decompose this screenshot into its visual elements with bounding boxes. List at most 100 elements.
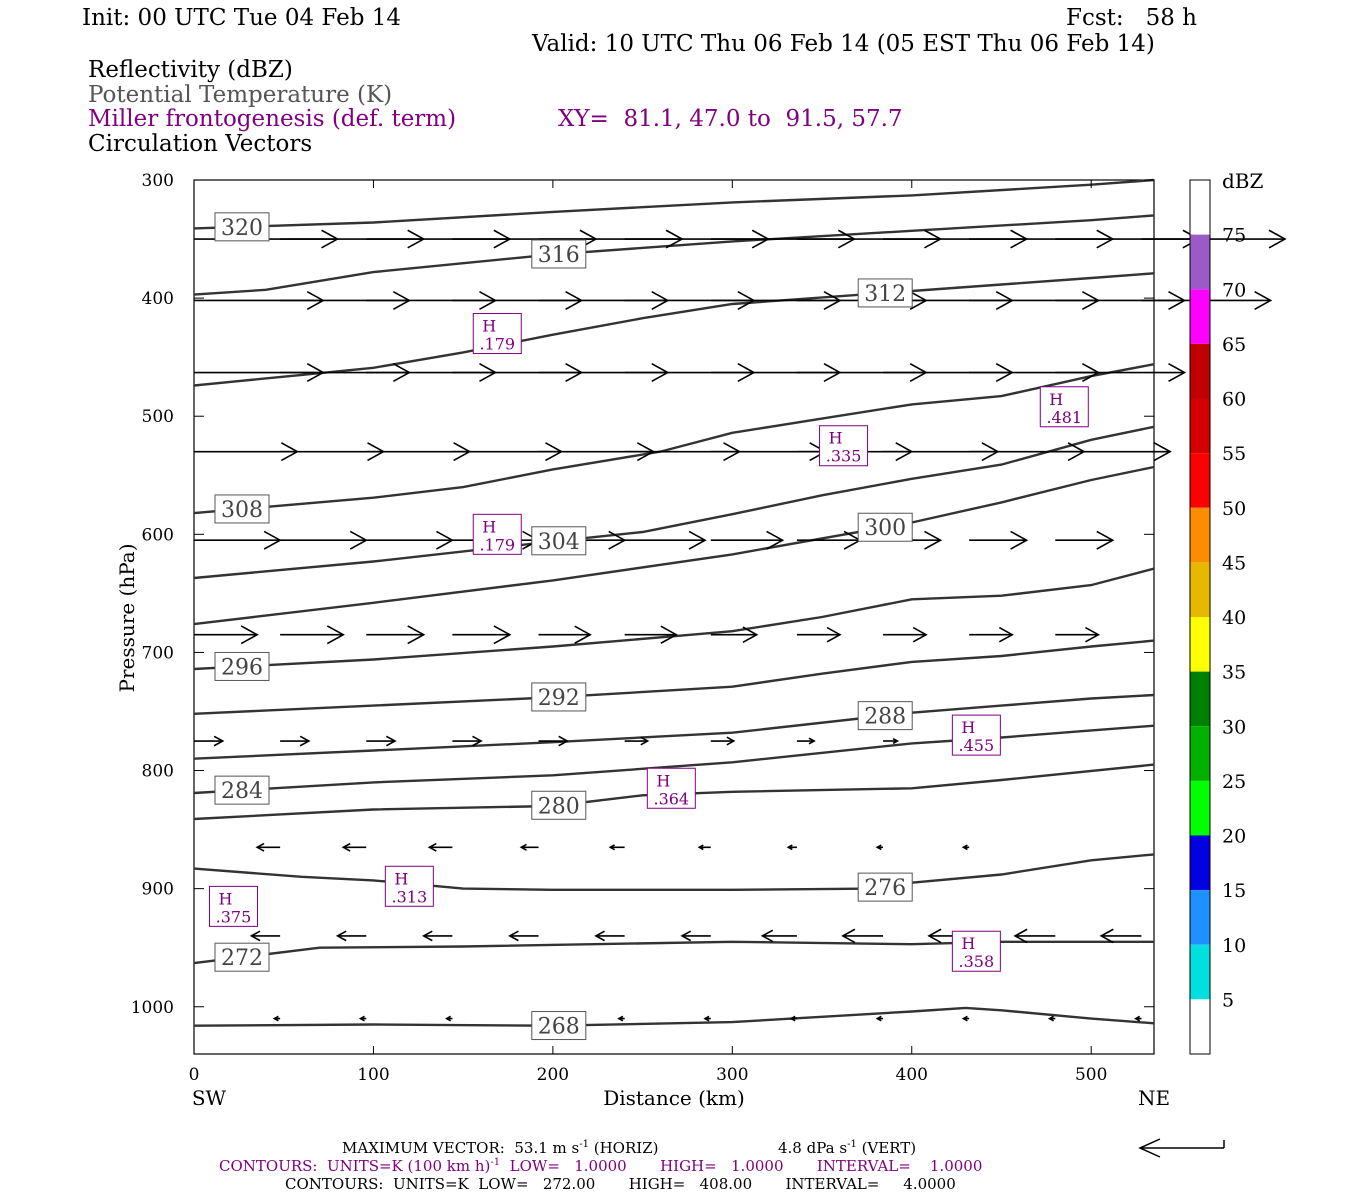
circulation-vector-head (924, 530, 943, 550)
colorbar-label: 30 (1222, 716, 1246, 738)
theta-contour-320 (193, 178, 1155, 230)
theta-label: 288 (864, 705, 906, 730)
theta-contour-272 (193, 940, 1154, 965)
circulation-vector-head (358, 1015, 365, 1022)
theta-label-box (214, 775, 270, 805)
circulation-vector-head (1085, 626, 1101, 643)
colorbar-label: 10 (1222, 935, 1246, 957)
frontogenesis-max-box (472, 313, 522, 355)
frontogenesis-max-h: H (1049, 390, 1063, 409)
theta-label-box (214, 212, 270, 242)
circulation-vector-head (617, 1015, 624, 1022)
circulation-vector-head (255, 842, 265, 852)
valid-time: Valid: 10 UTC Thu 06 Feb 14 (05 EST Thu … (532, 31, 1155, 57)
colorbar-segment (1190, 890, 1210, 945)
circulation-vector-head (1096, 530, 1115, 550)
circulation-vector-head (808, 737, 816, 745)
colorbar-segment (1190, 234, 1210, 290)
ne-end-label: NE (1138, 1086, 1170, 1110)
x-tick-label: 300 (716, 1065, 748, 1085)
circulation-vector-head (407, 625, 426, 645)
circulation-vector-head (998, 626, 1014, 643)
theta-label-box (214, 942, 270, 972)
colorbar-label: 15 (1222, 880, 1246, 902)
circulation-vector-head (519, 843, 527, 851)
y-tick-label: 900 (142, 880, 174, 900)
theta-label: 280 (538, 794, 580, 819)
colorbar-segment (1190, 617, 1210, 672)
x-tick-label: 400 (896, 1065, 928, 1085)
circulation-vector-head (726, 736, 736, 746)
circulation-vector-head (697, 844, 704, 851)
y-tick-label: 600 (142, 525, 174, 545)
circulation-vector-head (574, 625, 592, 644)
colorbar-frame (1189, 179, 1211, 1055)
circulation-vector-head (875, 1015, 882, 1022)
colorbar-segment (1190, 562, 1210, 617)
circulation-vector-head (326, 625, 345, 645)
colorbar-label: 40 (1222, 607, 1246, 629)
circulation-vector-head (912, 626, 928, 643)
init-time: Init: 00 UTC Tue 04 Feb 14 (82, 5, 402, 31)
circulation-vector-head (892, 737, 900, 745)
theta-label-box (531, 1011, 587, 1041)
circulation-vector-head (249, 930, 261, 942)
max-vector-exponent: -1 (579, 1139, 589, 1150)
max-vertical-text: 4.8 dPa s (778, 1139, 848, 1157)
colorbar-label: 5 (1222, 989, 1234, 1011)
x-tick-label: 200 (537, 1065, 569, 1085)
colorbar-label: 70 (1222, 279, 1246, 301)
frontogenesis-max-value: .179 (479, 535, 515, 554)
frontogenesis-max-box (951, 714, 1001, 756)
theta-label-box (531, 682, 587, 712)
frontogenesis-max-h: H (961, 718, 975, 737)
frontogenesis-units-exponent: -1 (490, 1157, 501, 1168)
field-circulation-vectors: Circulation Vectors (88, 131, 313, 157)
colorbar-segment (1190, 180, 1210, 235)
colorbar-label: 75 (1222, 225, 1246, 247)
theta-label: 276 (864, 876, 906, 901)
theta-label-box (531, 526, 587, 556)
frontogenesis-max-value: .179 (479, 335, 515, 354)
colorbar-label: 35 (1222, 662, 1246, 684)
frontogenesis-contour-info: CONTOURS: UNITS=K (100 km h)-1 LOW= 1.00… (219, 1158, 982, 1174)
frontogenesis-max-value: .375 (216, 907, 252, 926)
frontogenesis-max-box (951, 930, 1001, 972)
y-tick-label: 400 (142, 289, 174, 309)
theta-contour-296 (193, 567, 1155, 671)
y-axis-title: Pressure (hPa) (115, 544, 139, 693)
colorbar-label: 50 (1222, 498, 1246, 520)
frontogenesis-max-box (384, 865, 434, 907)
theta-label-box (857, 872, 913, 902)
circulation-vector-head (680, 930, 692, 942)
circulation-vector-head (961, 1015, 968, 1022)
max-vector-horiz-tag: (HORIZ) (588, 1139, 659, 1157)
x-tick-label: 500 (1075, 1065, 1107, 1085)
theta-label: 308 (221, 498, 263, 523)
field-potential-temperature: Potential Temperature (K) (88, 82, 393, 108)
theta-contour-292 (193, 639, 1155, 715)
theta-contour-268 (193, 1006, 1155, 1027)
circulation-vector-head (335, 930, 347, 942)
circulation-vector-head (660, 625, 678, 644)
frontogenesis-max-value: .358 (959, 952, 995, 971)
frontogenesis-max-box (1039, 386, 1089, 428)
frontogenesis-max-value: .455 (959, 736, 995, 755)
colorbar-segment (1190, 944, 1210, 1000)
y-tick-label: 300 (142, 171, 174, 191)
theta-label: 284 (221, 779, 263, 804)
circulation-vector-head (1047, 1015, 1054, 1022)
circulation-vector-head (1168, 363, 1187, 383)
frontogenesis-max-value: .335 (826, 447, 862, 466)
theta-contour-info: CONTOURS: UNITS=K LOW= 272.00 HIGH= 408.… (285, 1175, 956, 1193)
frontogenesis-max-h: H (394, 869, 408, 888)
circulation-vector-head (1153, 442, 1172, 462)
theta-label-box (214, 651, 270, 681)
colorbar-segment (1190, 507, 1210, 563)
max-vector-reference-arrow (1138, 1138, 1225, 1158)
circulation-vector-head (594, 930, 605, 942)
frontogenesis-max-box (472, 513, 522, 555)
theta-label-box (857, 278, 913, 308)
circulation-vector-head (766, 530, 785, 550)
max-vertical-tag: (VERT) (856, 1139, 917, 1157)
